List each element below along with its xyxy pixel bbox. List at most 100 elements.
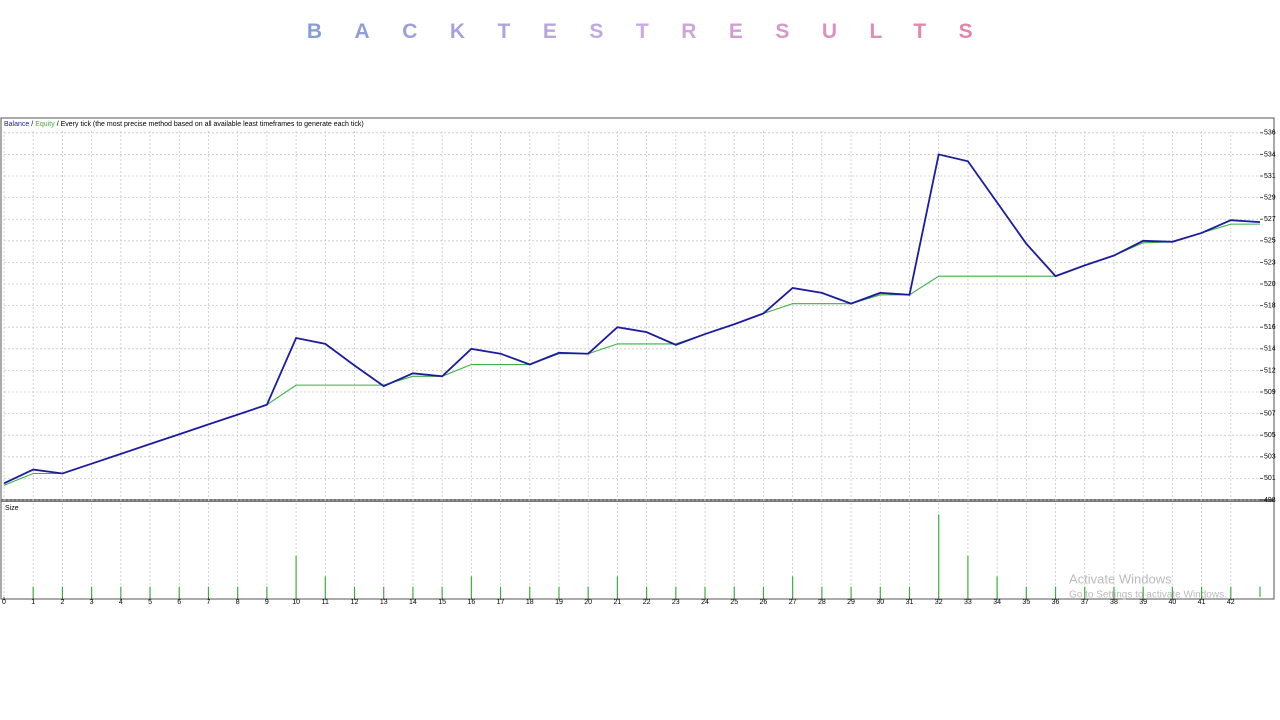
x-tick-label: 27 [789,599,797,606]
y-tick-label: 507 [1264,410,1276,417]
y-tick-label: 520 [1264,281,1276,288]
x-tick-label: 12 [351,599,359,606]
y-tick-label: 518 [1264,302,1276,309]
x-tick-label: 39 [1139,599,1147,606]
x-tick-label: 17 [497,599,505,606]
size-bar [295,555,297,597]
size-bar [207,586,210,597]
x-tick-label: 24 [701,599,709,606]
size-bar [879,586,881,597]
x-tick-label: 37 [1081,599,1089,606]
size-bar [1054,586,1057,597]
x-tick-label: 13 [380,599,388,606]
size-bar [733,586,735,597]
series-line [3,223,1260,486]
x-tick-label: 23 [672,599,680,606]
panel-separator [1,499,1274,502]
watermark-line1: Activate Windows [1069,571,1172,586]
size-bar [32,586,34,597]
page-title: BACKTESTRESULTS [0,20,1280,44]
x-tick-label: 32 [935,599,943,606]
x-tick-label: 34 [993,599,1001,606]
y-tick-label: 509 [1264,389,1276,396]
y-tick-label: 503 [1264,454,1276,461]
x-tick-label: 28 [818,599,826,606]
y-tick-label: 527 [1264,216,1276,223]
x-tick-label: 40 [1168,599,1176,606]
size-bar [587,586,589,597]
size-bar [821,586,823,597]
size-bar [324,576,326,597]
x-tick-label: 11 [322,599,329,606]
x-tick-label: 6 [177,599,181,606]
x-tick-label: 15 [438,599,446,606]
y-tick-label: 525 [1264,238,1276,245]
size-bar [1200,586,1203,597]
os-watermark: Activate Windows Go to Settings to activ… [1069,571,1227,600]
size-bar [616,576,618,597]
size-bar [441,586,443,597]
x-tick-label: 5 [148,599,152,606]
size-bar [1025,586,1027,597]
size-bar [850,586,852,597]
x-tick-label: 31 [906,599,914,606]
series-line [3,153,1261,485]
size-bar [704,586,706,597]
size-bar [908,586,911,597]
y-tick-label: 534 [1264,151,1276,158]
x-tick-label: 1 [31,599,35,606]
y-tick-label: 516 [1264,324,1276,331]
x-tick-label: 9 [265,599,269,606]
size-bar [149,586,151,597]
size-bar [470,576,472,597]
x-tick-label: 21 [613,599,621,606]
x-tick-label: 41 [1198,599,1206,606]
x-tick-label: 26 [760,599,768,606]
size-bar [178,586,180,597]
chart-frame [0,117,1275,600]
size-bar [1142,586,1144,597]
x-tick-label: 42 [1227,599,1235,606]
size-bar [675,586,677,597]
size-bar [383,586,385,597]
y-tick-label: 514 [1264,346,1276,353]
size-bar [762,586,765,597]
size-bar [1084,586,1086,597]
size-bar [266,586,268,597]
size-bar [529,586,531,597]
x-tick-label: 3 [90,599,94,606]
size-bar [646,586,648,597]
size-bar [61,586,64,597]
x-tick-label: 38 [1110,599,1118,606]
y-tick-label: 501 [1264,475,1276,482]
legend-equity: Equity [35,121,55,128]
x-tick-label: 7 [207,599,211,606]
x-tick-label: 4 [119,599,123,606]
size-bar [499,586,502,597]
x-tick-label: 19 [555,599,563,606]
size-bar [353,586,356,597]
size-bar [938,514,940,597]
x-tick-label: 16 [467,599,475,606]
legend-separator: / [31,121,33,128]
x-tick-label: 22 [643,599,651,606]
x-tick-label: 14 [409,599,417,606]
x-tick-label: 30 [876,599,884,606]
size-bar [237,586,239,597]
size-bar [91,586,93,597]
x-tick-label: 2 [60,599,64,606]
x-tick-label: 20 [584,599,592,606]
size-bar [1171,586,1173,597]
x-tick-label: 36 [1052,599,1060,606]
x-tick-label: 35 [1022,599,1030,606]
x-tick-label: 8 [236,599,240,606]
y-tick-label: 505 [1264,432,1276,439]
x-tick-label: 33 [964,599,972,606]
y-tick-label: 536 [1264,130,1276,137]
size-bar [967,555,969,597]
size-bar [1259,586,1261,597]
x-tick-label: 18 [526,599,534,606]
size-bar [120,586,122,597]
